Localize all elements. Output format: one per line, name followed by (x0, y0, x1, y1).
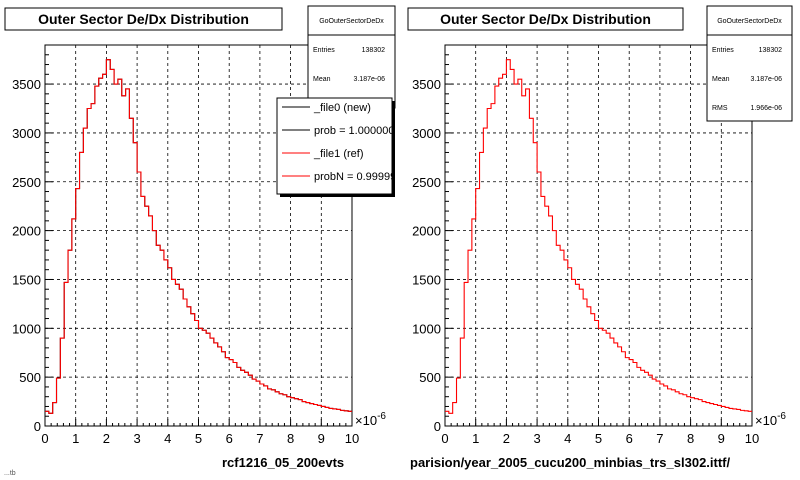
chart-title: Outer Sector De/Dx Distribution (38, 11, 249, 27)
x-tick-label: 10 (745, 431, 759, 446)
y-tick-label: 1500 (412, 272, 441, 287)
x-tick-label: 9 (718, 431, 725, 446)
y-tick-label: 500 (19, 370, 41, 385)
legend-label: _file1 (ref) (313, 148, 364, 160)
x-tick-label: 2 (103, 431, 110, 446)
stats-value: 138302 (759, 47, 782, 54)
x-tick-label: 0 (41, 431, 48, 446)
stats-label: Entries (712, 47, 734, 54)
footer-label: parision/year_2005_cucu200_minbias_trs_s… (410, 455, 731, 470)
y-tick-label: 3000 (412, 126, 441, 141)
x-tick-label: 8 (687, 431, 694, 446)
footer-label: rcf1216_05_200evts (222, 455, 344, 470)
y-tick-label: 1000 (12, 321, 41, 336)
x-tick-label: 6 (226, 431, 233, 446)
x-tick-label: 1 (72, 431, 79, 446)
stats-title: GoOuterSectorDeDx (717, 18, 782, 25)
x-tick-label: 0 (441, 431, 448, 446)
x-tick-label: 10 (345, 431, 359, 446)
y-tick-label: 1500 (12, 272, 41, 287)
chart-title: Outer Sector De/Dx Distribution (440, 11, 651, 27)
legend-label: probN = 0.999990 (314, 171, 402, 183)
legend-label: prob = 1.000000 (314, 125, 394, 137)
stats-box (706, 5, 793, 122)
x-tick-label: 8 (287, 431, 294, 446)
x-tick-label: 2 (503, 431, 510, 446)
corner-note: ...tb (4, 470, 16, 477)
right-histogram-panel: 0 1 2 3 4 5 6 7 8 9 10 0 500 1000 1500 2000 2500 3000 3500… (407, 5, 793, 470)
legend-entries: _file0 (new) prob = 1.000000 _file1 (ref) p… (282, 102, 402, 183)
left-histogram-panel: 0 1 2 3 4 5 6 7 8 9 10 0 500 1000 1500 2000 2500 3000 3500… (4, 5, 402, 470)
y-tick-label: 2500 (12, 175, 41, 190)
stats-label: RMS (712, 105, 728, 112)
x-axis-exponent: ×10-6 (755, 411, 786, 428)
histogram-series-0 (445, 59, 752, 414)
x-tick-label: 5 (595, 431, 602, 446)
y-tick-label: 3500 (12, 77, 41, 92)
x-tick-label: 3 (133, 431, 140, 446)
stats-title: GoOuterSectorDeDx (319, 18, 384, 25)
stats-label: Entries (313, 47, 335, 54)
y-tick-label: 1000 (412, 321, 441, 336)
x-axis-exponent: ×10-6 (355, 411, 386, 428)
x-tick-label: 3 (533, 431, 540, 446)
y-tick-label: 2000 (412, 224, 441, 239)
stats-value: 1.966e-06 (750, 105, 782, 112)
histogram-series-1 (45, 59, 352, 414)
x-tick-label: 7 (656, 431, 663, 446)
y-tick-label: 3500 (412, 77, 441, 92)
stats-value: 138302 (362, 47, 385, 54)
legend-label: _file0 (new) (313, 102, 371, 114)
plot-frame (444, 44, 753, 427)
x-tick-label: 1 (472, 431, 479, 446)
x-tick-label: 4 (564, 431, 571, 446)
stats-box (307, 5, 396, 109)
stats-value: 3.187e-06 (353, 76, 385, 83)
x-tick-label: 9 (318, 431, 325, 446)
title-box (407, 7, 684, 31)
stats-label: Mean (313, 76, 331, 83)
x-tick-label: 6 (626, 431, 633, 446)
title-box (4, 7, 283, 31)
stats-label: Mean (712, 76, 730, 83)
x-tick-label: 7 (256, 431, 263, 446)
x-tick-label: 4 (164, 431, 171, 446)
y-tick-label: 3000 (12, 126, 41, 141)
y-tick-label: 2500 (412, 175, 441, 190)
y-tick-label: 500 (419, 370, 441, 385)
y-tick-label: 0 (434, 419, 441, 434)
x-tick-label: 5 (195, 431, 202, 446)
stats-value: 3.187e-06 (750, 76, 782, 83)
legend-box (276, 97, 393, 195)
y-tick-label: 0 (34, 419, 41, 434)
y-tick-label: 2000 (12, 224, 41, 239)
